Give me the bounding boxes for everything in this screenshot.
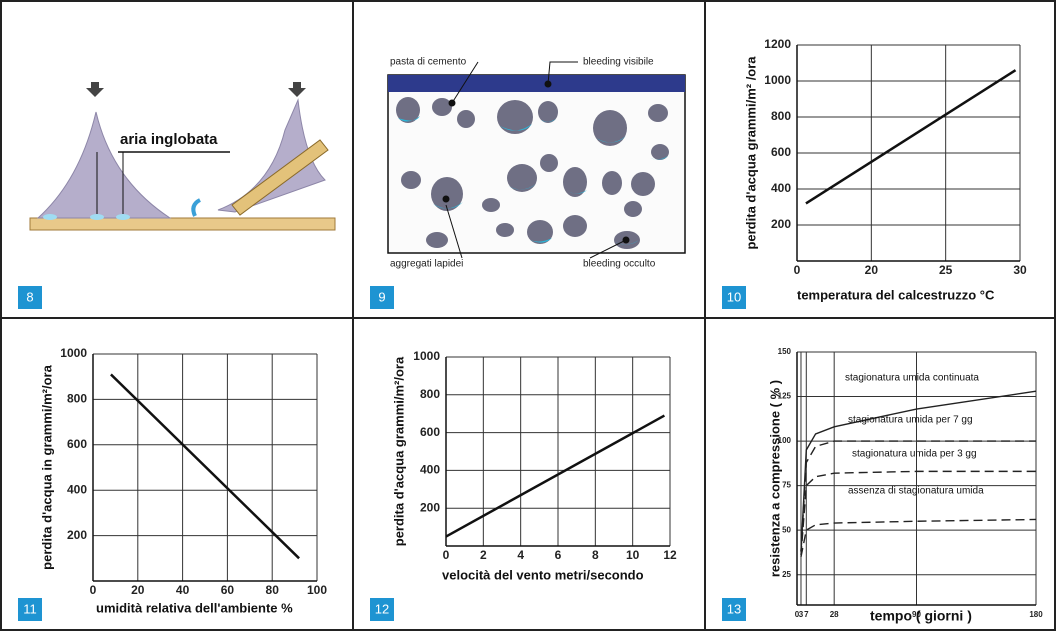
x-tick-label: 2 xyxy=(480,548,487,562)
y-tick-label: 600 xyxy=(771,145,791,159)
chart: 200 400 600 800 1000 1200 0 20 25 30 perdita d'acq… xyxy=(722,37,1027,309)
y-tick-label: 600 xyxy=(67,437,87,451)
x-tick-label: 20 xyxy=(131,583,145,597)
x-tick-label: 100 xyxy=(307,583,327,597)
x-tick-label: 7 xyxy=(804,610,809,619)
y-tick-label: 150 xyxy=(778,347,792,356)
data-line xyxy=(806,70,1016,203)
x-tick-label: 30 xyxy=(1013,263,1027,277)
x-tick-label: 180 xyxy=(1029,610,1043,619)
figure-number: 10 xyxy=(727,289,741,304)
y-tick-label: 800 xyxy=(67,392,87,406)
figure-number: 13 xyxy=(727,601,741,616)
series-label: stagionatura umida continuata xyxy=(845,373,979,384)
bleeding-illustration: pasta di cemento bleeding visibile aggre… xyxy=(388,57,685,270)
x-tick-label: 8 xyxy=(592,548,599,562)
diagram-label: pasta di cemento xyxy=(390,57,467,68)
y-tick-label: 75 xyxy=(782,481,791,490)
y-tick-label: 800 xyxy=(771,109,791,123)
x-tick-label: 4 xyxy=(517,548,524,562)
page: aria inglobata xyxy=(0,0,1056,631)
series-label: stagionatura umida per 7 gg xyxy=(848,415,973,426)
data-line xyxy=(801,519,1036,556)
data-line xyxy=(446,416,664,537)
chart: 200 400 600 800 1000 0 20 40 60 80 100 perdita d'ac… xyxy=(18,346,327,621)
y-tick-label: 200 xyxy=(771,217,791,231)
y-tick-label: 200 xyxy=(67,528,87,542)
x-tick-label: 10 xyxy=(626,548,640,562)
figure-number: 12 xyxy=(375,601,389,616)
y-axis-label: resistenza a compressione ( % ) xyxy=(767,380,782,577)
x-tick-label: 40 xyxy=(176,583,190,597)
series-label: assenza di stagionatura umida xyxy=(848,486,984,497)
y-tick-label: 25 xyxy=(782,570,791,579)
y-tick-label: 1000 xyxy=(60,346,87,360)
diagram-label: aria inglobata xyxy=(120,131,218,148)
x-axis-label: umidità relativa dell'ambiente % xyxy=(96,600,293,615)
y-tick-label: 200 xyxy=(420,500,440,514)
x-tick-label: 0 xyxy=(443,548,450,562)
x-tick-label: 20 xyxy=(865,263,879,277)
y-tick-label: 800 xyxy=(420,387,440,401)
figure-number: 9 xyxy=(378,289,385,304)
data-line xyxy=(801,471,1036,555)
y-axis-label: perdita d'acqua in grammi/m²/ora xyxy=(39,364,54,569)
diagram-label: aggregati lapidei xyxy=(390,259,463,270)
chart: 200 400 600 800 1000 0 2 4 6 8 10 12 perdita d'acqua… xyxy=(370,349,677,621)
x-axis-label: temperatura del calcestruzzo °C xyxy=(797,287,995,302)
series-label: stagionatura umida per 3 gg xyxy=(852,449,977,460)
y-axis-label: perdita d'acqua grammi/m² /ora xyxy=(743,56,758,250)
y-tick-label: 1200 xyxy=(764,37,791,51)
x-axis-label: velocità del vento metri/secondo xyxy=(442,567,644,582)
x-tick-label: 25 xyxy=(939,263,953,277)
y-tick-label: 600 xyxy=(420,425,440,439)
x-tick-label: 6 xyxy=(555,548,562,562)
air-entrainment-illustration: aria inglobata xyxy=(30,82,335,230)
x-tick-label: 3 xyxy=(799,610,804,619)
y-tick-label: 400 xyxy=(67,482,87,496)
x-tick-label: 12 xyxy=(663,548,677,562)
y-tick-label: 50 xyxy=(782,525,791,534)
x-tick-label: 0 xyxy=(90,583,97,597)
x-tick-label: 60 xyxy=(221,583,235,597)
x-tick-label: 80 xyxy=(266,583,280,597)
diagram-label: bleeding visibile xyxy=(583,57,654,68)
x-tick-label: 28 xyxy=(830,610,839,619)
figure-number: 8 xyxy=(26,289,33,304)
y-axis-label: perdita d'acqua grammi/m²/ora xyxy=(391,356,406,546)
data-line xyxy=(111,374,299,558)
diagram-label: bleeding occulto xyxy=(583,259,656,270)
y-tick-label: 1000 xyxy=(413,349,440,363)
figure-number: 11 xyxy=(23,601,37,616)
y-tick-label: 400 xyxy=(420,463,440,477)
y-tick-label: 1000 xyxy=(764,73,791,87)
x-tick-label: 0 xyxy=(794,263,801,277)
x-axis-label: tempo ( giorni ) xyxy=(870,608,972,624)
y-tick-label: 400 xyxy=(771,181,791,195)
figure: aria inglobata xyxy=(0,0,1056,631)
